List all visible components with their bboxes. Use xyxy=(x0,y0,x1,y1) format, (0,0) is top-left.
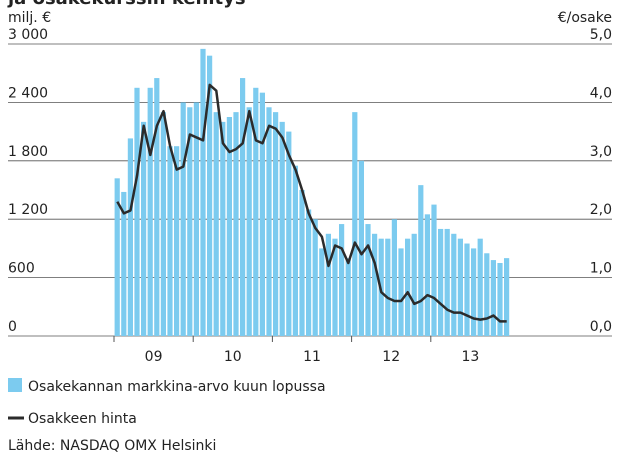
source: Lähde: NASDAQ OMX Helsinki xyxy=(8,438,216,454)
y-tick-label: 3 000 xyxy=(8,27,48,43)
bar xyxy=(259,92,265,337)
y2-tick-label: 2,0 xyxy=(590,202,612,218)
bar xyxy=(424,214,430,336)
bar xyxy=(292,165,298,336)
y-tick-label: 0 xyxy=(8,319,17,335)
bar xyxy=(266,107,272,337)
bar xyxy=(504,258,510,336)
bar xyxy=(160,112,166,336)
bar xyxy=(279,121,285,336)
bar xyxy=(299,190,305,336)
bar xyxy=(464,243,470,336)
bar xyxy=(497,263,503,336)
bar xyxy=(444,228,450,336)
legend-label: Osakekannan markkina-arvo kuun lopussa xyxy=(28,379,326,395)
x-tick-label: 12 xyxy=(382,349,400,365)
bar xyxy=(273,112,279,336)
bar xyxy=(200,48,206,336)
y-axis-label: milj. € xyxy=(8,10,51,26)
bar xyxy=(127,138,133,336)
x-tick-label: 10 xyxy=(224,349,242,365)
bar xyxy=(451,233,457,336)
bar xyxy=(312,219,318,336)
y2-tick-label: 4,0 xyxy=(590,85,612,101)
bar xyxy=(193,102,199,337)
y2-axis-label: €/osake xyxy=(558,10,612,26)
bar xyxy=(339,224,345,336)
bar xyxy=(471,248,477,336)
bar xyxy=(385,238,391,336)
bar xyxy=(484,253,490,336)
bar xyxy=(226,117,232,336)
y2-tick-label: 5,0 xyxy=(590,27,612,43)
bar xyxy=(213,112,219,336)
bar xyxy=(207,55,213,337)
bar xyxy=(246,107,252,337)
y2-tick-label: 0,0 xyxy=(590,319,612,335)
bar xyxy=(358,160,364,336)
bar xyxy=(411,233,417,336)
y-tick-label: 600 xyxy=(8,261,35,277)
bar xyxy=(332,238,338,336)
bar xyxy=(306,209,312,336)
y2-tick-label: 3,0 xyxy=(590,144,612,160)
bar xyxy=(134,87,140,336)
bar xyxy=(457,238,463,336)
y-tick-label: 1 800 xyxy=(8,144,48,160)
bar xyxy=(365,224,371,336)
y-tick-label: 2 400 xyxy=(8,85,48,101)
bar xyxy=(345,258,351,336)
legend-label: Osakkeen hinta xyxy=(28,411,137,427)
bar xyxy=(147,87,153,336)
y-tick-label: 1 200 xyxy=(8,202,48,218)
bar xyxy=(174,146,180,336)
bar xyxy=(438,228,444,336)
bar xyxy=(141,121,147,336)
legend-swatch xyxy=(8,378,22,392)
bar xyxy=(167,146,173,336)
bar xyxy=(490,260,496,336)
line xyxy=(116,83,507,323)
bar xyxy=(325,233,331,336)
bar xyxy=(405,238,411,336)
bar xyxy=(253,87,259,336)
bar xyxy=(352,112,358,336)
bar xyxy=(418,185,424,336)
chart-title: ja osakekurssin kehitys xyxy=(7,0,246,9)
bar xyxy=(114,178,120,336)
bar xyxy=(398,248,404,336)
x-tick-label: 09 xyxy=(145,349,163,365)
bar xyxy=(319,248,325,336)
bar xyxy=(233,112,239,336)
bar xyxy=(187,107,193,337)
bar xyxy=(220,121,226,336)
bar xyxy=(286,131,292,336)
bar xyxy=(121,191,127,336)
x-tick-label: 11 xyxy=(303,349,321,365)
bar xyxy=(180,102,186,337)
bar xyxy=(391,219,397,336)
bar xyxy=(154,78,160,337)
bar xyxy=(431,204,437,336)
bar xyxy=(477,238,483,336)
bar xyxy=(240,78,246,337)
bar xyxy=(372,233,378,336)
y2-tick-label: 1,0 xyxy=(590,261,612,277)
x-tick-label: 13 xyxy=(461,349,479,365)
